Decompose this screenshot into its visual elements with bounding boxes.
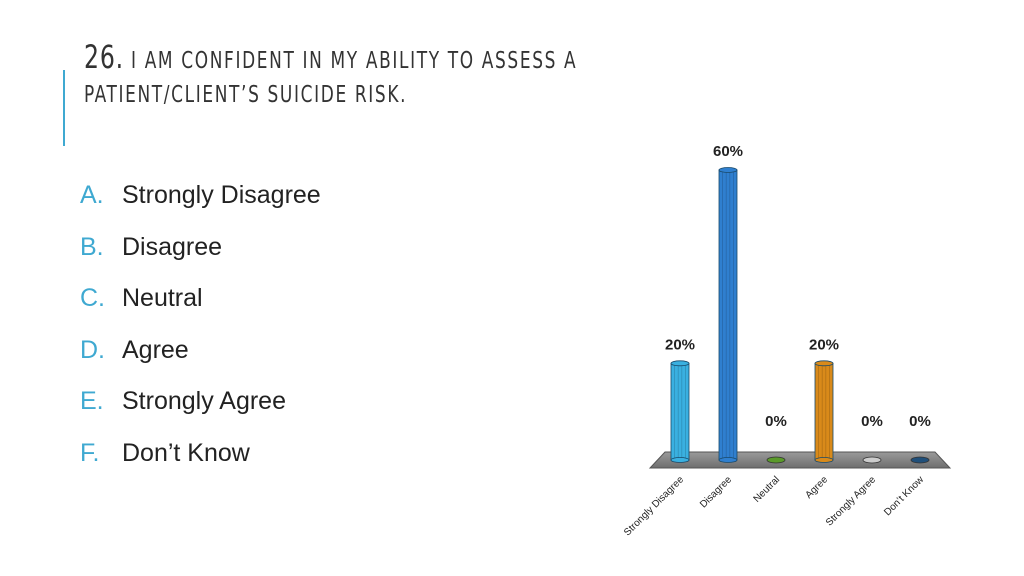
answer-option: C. Neutral [80,273,321,325]
bar-value-label: 0% [861,413,883,430]
bar-zero-disc [910,456,930,464]
option-letter: D. [80,335,105,364]
slide-title: 26. I am confident in my ability to asse… [84,40,674,112]
bar-zero-disc [862,456,882,464]
title-accent-bar [63,70,65,146]
bar-base [814,457,834,463]
option-letter: E. [80,387,104,416]
category-tick-label: Strongly Disagree [622,474,686,538]
bar-value-label: 20% [809,336,839,353]
answer-option: D. Agree [80,325,321,377]
bar-value-label: 0% [909,413,931,430]
option-label: Disagree [122,232,223,261]
option-label: Strongly Agree [122,387,286,416]
bar-cap [670,360,690,367]
bar [670,360,690,463]
bar-cap [718,167,738,173]
option-letter: C. [80,284,105,313]
bar-base [670,457,690,463]
response-bar-chart: 20% 60% 0% 20% 0% 0% Strongly Disagree Disagre… [622,143,952,538]
bar-zero-disc [766,456,786,464]
answer-option: E. Strongly Agree [80,376,321,428]
category-tick-label: Agree [803,474,830,501]
category-tick-label: Strongly Agree [824,474,878,528]
bar [718,167,738,463]
bar [814,360,834,463]
bar-value-label: 0% [765,413,787,430]
bar-cap [814,360,834,367]
bar-body [718,169,738,461]
option-label: Agree [122,335,189,364]
answer-option: B. Disagree [80,222,321,274]
bar-body [670,362,690,461]
option-letter: A. [80,181,104,210]
chart-floor-platform [648,451,952,469]
bar-value-label: 60% [713,143,743,160]
bar-base [718,457,738,463]
option-letter: F. [80,438,100,467]
category-tick-label: Disagree [698,474,734,510]
option-label: Strongly Disagree [122,181,321,210]
category-tick-label: Neutral [752,474,783,505]
category-tick-label: Don’t Know [882,474,926,518]
option-label: Neutral [122,284,203,313]
bar-value-label: 20% [665,336,695,353]
question-text: I am confident in my ability to assess a… [84,48,578,108]
answer-options-list: A. Strongly Disagree B. Disagree C. Neut… [80,170,321,479]
option-label: Don’t Know [122,438,250,467]
answer-option: A. Strongly Disagree [80,170,321,222]
bar-body [814,362,834,461]
option-letter: B. [80,232,104,261]
answer-option: F. Don’t Know [80,428,321,480]
question-number: 26. [84,38,124,76]
